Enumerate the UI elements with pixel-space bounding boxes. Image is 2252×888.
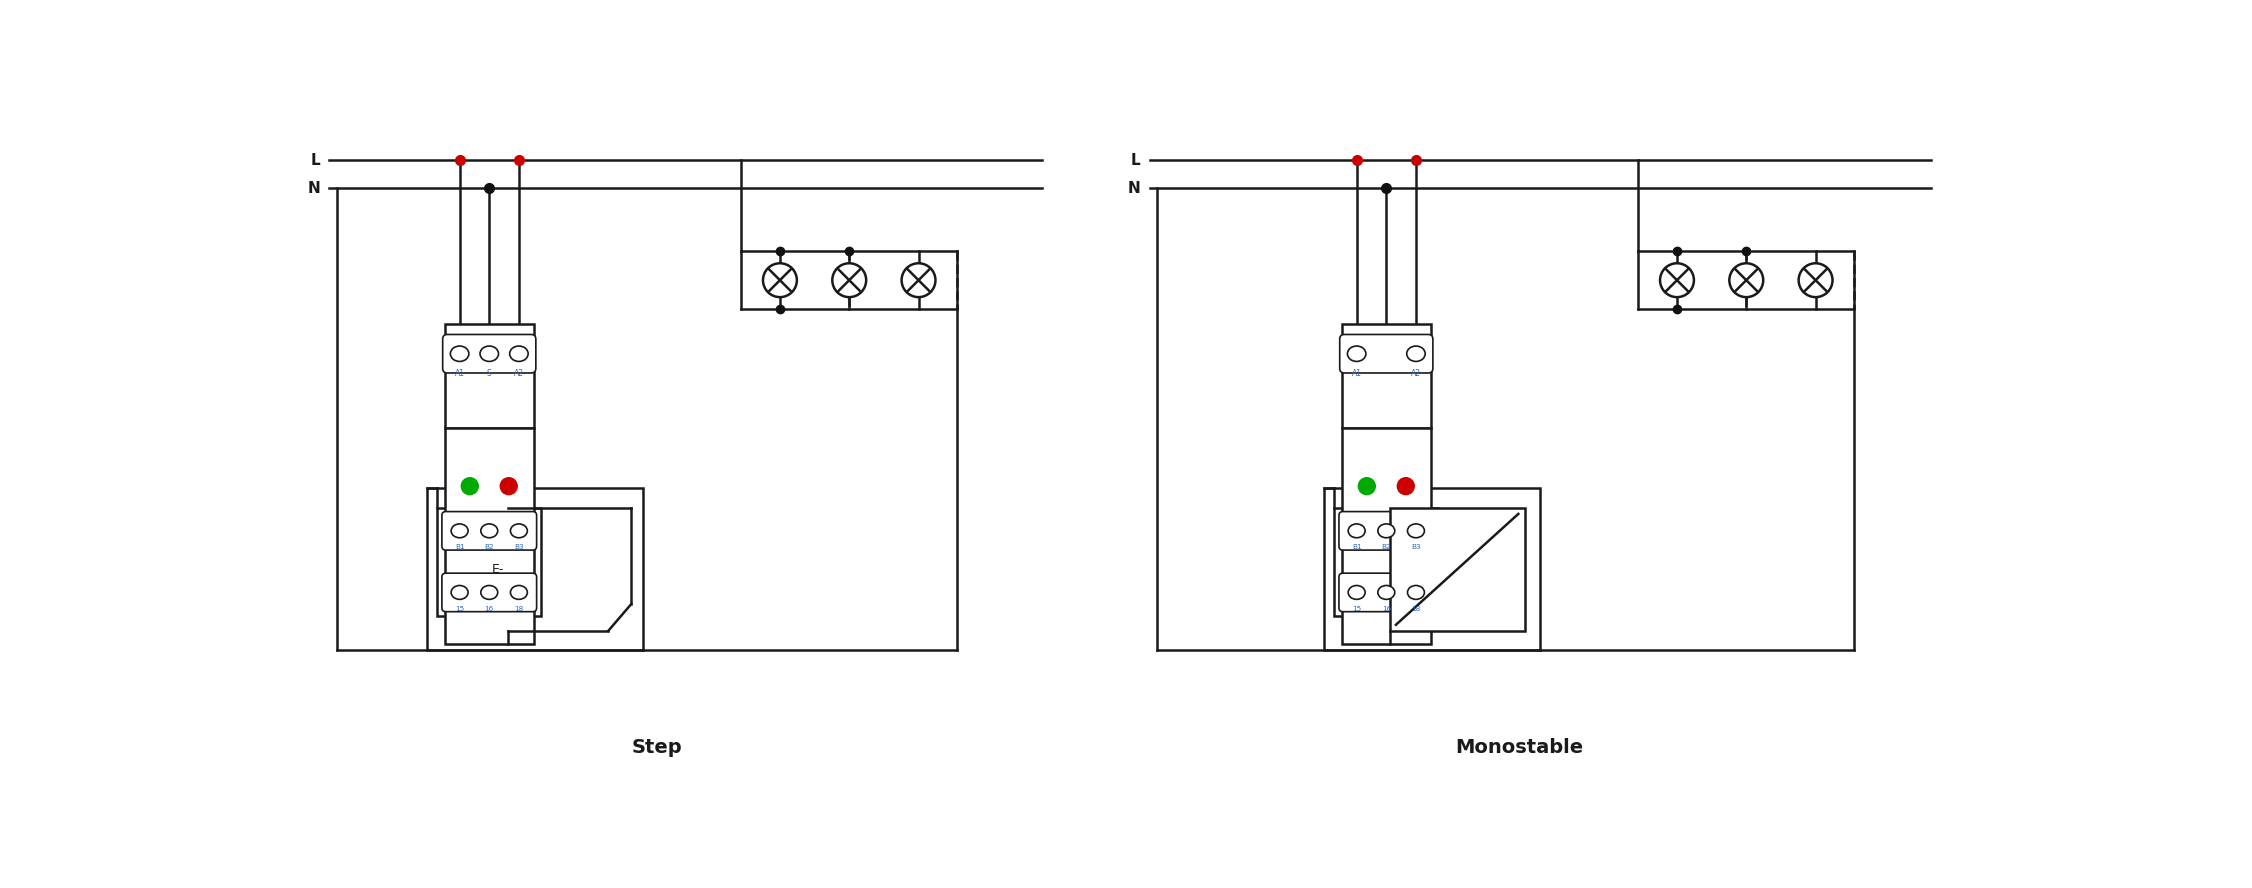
Bar (446, 324, 534, 428)
Ellipse shape (450, 346, 468, 361)
Circle shape (1730, 263, 1763, 297)
Ellipse shape (1347, 346, 1367, 361)
Bar (1342, 428, 1430, 644)
Circle shape (1396, 478, 1414, 495)
Circle shape (901, 263, 935, 297)
Text: Monostable: Monostable (1455, 739, 1583, 757)
Text: 15: 15 (1351, 606, 1360, 612)
Circle shape (462, 478, 477, 495)
Text: 16: 16 (484, 606, 493, 612)
Ellipse shape (511, 524, 527, 538)
Text: B3: B3 (1412, 544, 1421, 550)
Bar (1324, 488, 1540, 650)
FancyBboxPatch shape (441, 511, 536, 550)
Text: B1: B1 (455, 544, 464, 550)
Circle shape (1799, 263, 1833, 297)
Ellipse shape (480, 585, 498, 599)
Ellipse shape (1349, 524, 1365, 538)
Text: 16: 16 (1383, 606, 1392, 612)
Bar (1335, 508, 1439, 615)
Bar (437, 508, 540, 615)
Text: Step: Step (631, 739, 682, 757)
Circle shape (1358, 478, 1376, 495)
FancyBboxPatch shape (1340, 573, 1435, 612)
Circle shape (763, 263, 797, 297)
Text: A1: A1 (455, 369, 464, 378)
Circle shape (1660, 263, 1694, 297)
Text: B1: B1 (1351, 544, 1362, 550)
Bar (428, 488, 642, 650)
Text: B3: B3 (513, 544, 525, 550)
Text: B2: B2 (484, 544, 493, 550)
Text: A2: A2 (1412, 369, 1421, 378)
Text: S: S (486, 369, 491, 378)
Ellipse shape (1349, 585, 1365, 599)
FancyBboxPatch shape (444, 335, 536, 373)
Ellipse shape (509, 346, 529, 361)
Ellipse shape (1408, 346, 1426, 361)
Circle shape (833, 263, 867, 297)
Circle shape (500, 478, 518, 495)
Ellipse shape (1408, 585, 1426, 599)
Text: N: N (309, 180, 320, 195)
Text: 15: 15 (455, 606, 464, 612)
Text: A2: A2 (513, 369, 525, 378)
Text: L: L (311, 153, 320, 168)
Text: N: N (1128, 180, 1140, 195)
Ellipse shape (450, 524, 468, 538)
Bar (1389, 508, 1525, 631)
Bar (1342, 324, 1430, 428)
Ellipse shape (480, 524, 498, 538)
Ellipse shape (511, 585, 527, 599)
Ellipse shape (450, 585, 468, 599)
Ellipse shape (1408, 524, 1426, 538)
Text: B2: B2 (1380, 544, 1392, 550)
Ellipse shape (1378, 585, 1394, 599)
Ellipse shape (480, 346, 498, 361)
Text: L: L (1131, 153, 1140, 168)
FancyBboxPatch shape (1340, 511, 1435, 550)
Text: A1: A1 (1351, 369, 1362, 378)
Bar (446, 428, 534, 644)
FancyBboxPatch shape (1340, 335, 1432, 373)
FancyBboxPatch shape (441, 573, 536, 612)
Text: E-: E- (491, 563, 504, 575)
Text: 18: 18 (513, 606, 522, 612)
Text: 18: 18 (1412, 606, 1421, 612)
Ellipse shape (1378, 524, 1394, 538)
